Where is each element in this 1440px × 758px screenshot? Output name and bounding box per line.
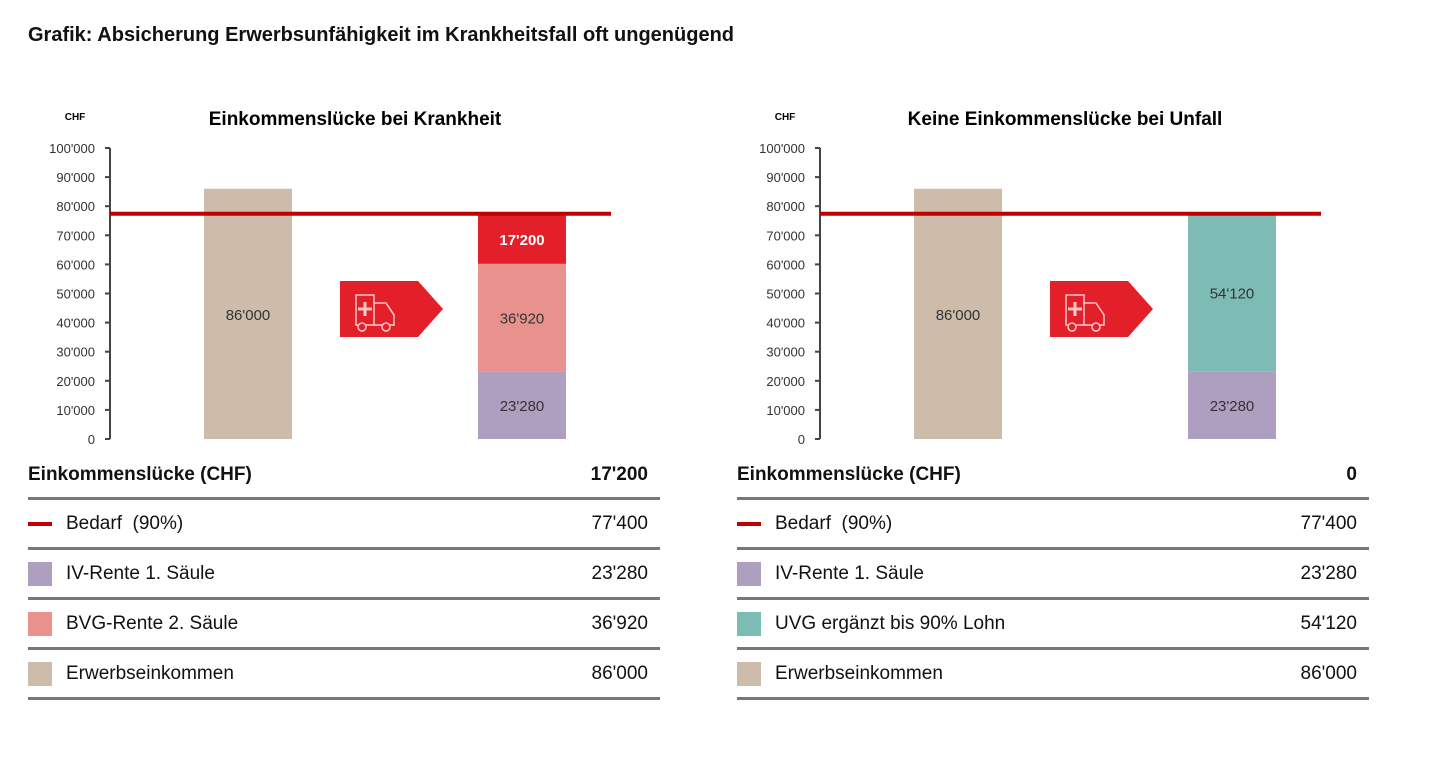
y-tick-label: 50'000 — [766, 287, 805, 302]
cross — [1068, 302, 1082, 316]
table-row: Erwerbseinkommen 86'000 — [28, 650, 660, 700]
ambulance-icon — [340, 281, 443, 337]
row-label: Bedarf (90%) — [66, 512, 184, 534]
y-tick-label: 20'000 — [766, 374, 805, 389]
y-tick-label: 100'000 — [759, 141, 805, 156]
row-label: Bedarf (90%) — [775, 512, 893, 534]
row-label: IV-Rente 1. Säule — [66, 562, 215, 584]
row-label: Erwerbseinkommen — [775, 662, 943, 684]
table-row: BVG-Rente 2. Säule 36'920 — [28, 600, 660, 650]
y-tick-label: 100'000 — [49, 141, 95, 156]
y-tick-label: 50'000 — [56, 287, 95, 302]
page-title: Grafik: Absicherung Erwerbsunfähigkeit i… — [28, 24, 735, 46]
gap-label: Einkommenslücke (CHF) — [737, 463, 961, 485]
legend-swatch — [737, 661, 761, 686]
data-label: 23'280 — [1210, 398, 1255, 415]
legend-swatch — [28, 561, 52, 586]
table-row: IV-Rente 1. Säule 23'280 — [28, 550, 660, 600]
legend-table: Einkommenslücke (CHF) 0 Bedarf (90%) 77'400… — [737, 452, 1369, 700]
y-tick-label: 80'000 — [766, 199, 805, 214]
row-label: BVG-Rente 2. Säule — [66, 612, 239, 634]
y-tick-label: 0 — [88, 432, 95, 447]
data-label: 17'200 — [499, 232, 544, 249]
legend-swatch — [737, 561, 761, 586]
row-value: 23'280 — [1300, 562, 1357, 584]
y-tick-label: 90'000 — [56, 170, 95, 185]
data-label: 86'000 — [226, 307, 271, 324]
ambulance-icon — [1050, 281, 1153, 337]
table-header-row: Einkommenslücke (CHF) 17'200 — [28, 452, 660, 500]
legend-swatch — [28, 661, 52, 686]
data-label: 23'280 — [500, 398, 545, 415]
bar-segment — [1188, 371, 1276, 439]
table-row: Bedarf (90%) 77'400 — [28, 500, 660, 550]
y-tick-label: 40'000 — [56, 316, 95, 331]
legend-swatch — [737, 611, 761, 636]
y-tick-label: 40'000 — [766, 316, 805, 331]
wheel — [1067, 322, 1077, 332]
y-tick-label: 60'000 — [766, 257, 805, 272]
chart-title: Keine Einkommenslücke bei Unfall — [908, 109, 1223, 130]
row-value: 36'920 — [591, 612, 648, 634]
y-tick-label: 90'000 — [766, 170, 805, 185]
y-tick-label: 30'000 — [766, 345, 805, 360]
row-value: 77'400 — [1300, 512, 1357, 534]
cross — [358, 302, 372, 316]
data-label: 86'000 — [936, 307, 981, 324]
y-tick-label: 0 — [798, 432, 805, 447]
table-header-row: Einkommenslücke (CHF) 0 — [737, 452, 1369, 500]
legend-table: Einkommenslücke (CHF) 17'200 Bedarf (90%) 7… — [28, 452, 660, 700]
y-tick-label: 60'000 — [56, 257, 95, 272]
table-row: UVG ergänzt bis 90% Lohn 54'120 — [737, 600, 1369, 650]
row-label: Erwerbseinkommen — [66, 662, 234, 684]
y-tick-label: 70'000 — [56, 228, 95, 243]
gap-label: Einkommenslücke (CHF) — [28, 463, 252, 485]
chart-title: Einkommenslücke bei Krankheit — [209, 109, 502, 130]
bar-segment — [1188, 213, 1276, 372]
y-tick-label: 10'000 — [56, 403, 95, 418]
y-tick-label: 70'000 — [766, 228, 805, 243]
row-label: IV-Rente 1. Säule — [775, 562, 924, 584]
row-value: 86'000 — [591, 662, 648, 684]
bar-segment — [478, 263, 566, 372]
y-tick-label: 20'000 — [56, 374, 95, 389]
y-tick-label: 30'000 — [56, 345, 95, 360]
table-row: IV-Rente 1. Säule 23'280 — [737, 550, 1369, 600]
row-value: 54'120 — [1300, 612, 1357, 634]
bar-segment — [478, 371, 566, 439]
gap-value: 17'200 — [590, 463, 648, 485]
gap-value: 0 — [1346, 463, 1357, 485]
data-label: 54'120 — [1210, 286, 1255, 303]
table-row: Erwerbseinkommen 86'000 — [737, 650, 1369, 700]
y-axis-unit: CHF — [775, 112, 796, 123]
legend-line-swatch — [737, 521, 761, 526]
bar-segment — [914, 188, 1002, 439]
y-tick-label: 80'000 — [56, 199, 95, 214]
wheel — [1091, 322, 1101, 332]
wheel — [357, 322, 367, 332]
y-axis-unit: CHF — [65, 112, 86, 123]
wheel — [381, 322, 391, 332]
bar-segment — [204, 188, 292, 439]
legend-line-swatch — [28, 521, 52, 526]
row-value: 77'400 — [591, 512, 648, 534]
row-value: 86'000 — [1300, 662, 1357, 684]
legend-swatch — [28, 611, 52, 636]
table-row: Bedarf (90%) 77'400 — [737, 500, 1369, 550]
y-tick-label: 10'000 — [766, 403, 805, 418]
bar-segment — [478, 213, 566, 264]
row-value: 23'280 — [591, 562, 648, 584]
data-label: 36'920 — [500, 311, 545, 328]
row-label: UVG ergänzt bis 90% Lohn — [775, 612, 1006, 634]
